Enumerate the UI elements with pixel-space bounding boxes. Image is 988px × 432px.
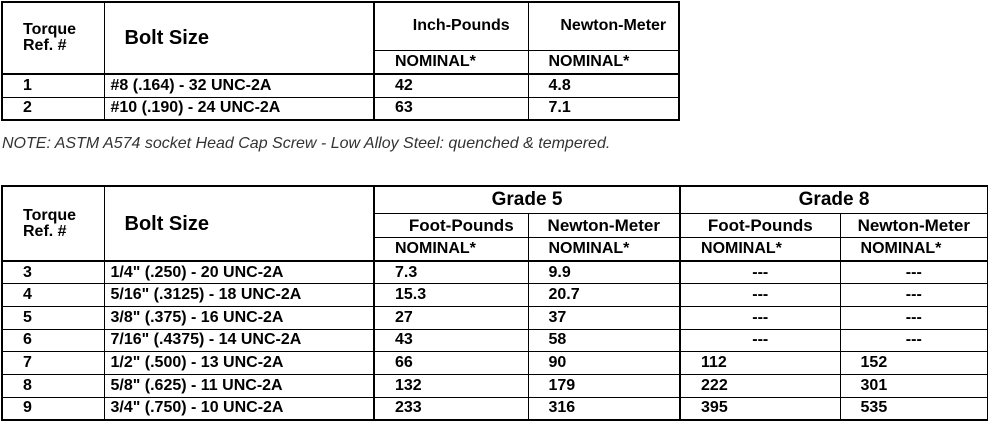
ref-cell: 1: [1, 73, 105, 98]
bolt-cell: 1/4" (.250) - 20 UNC-2A: [103, 260, 375, 285]
value-cell: 132: [373, 373, 529, 398]
data-row: 1 #8 (.164) - 32 UNC-2A 42 4.8: [1, 73, 680, 98]
value-cell: 15.3: [373, 283, 529, 307]
ref-cell: 9: [1, 396, 105, 421]
data-row: 5 3/8" (.375) - 16 UNC-2A 27 37 --- ---: [1, 305, 988, 330]
value-cell: 179: [527, 373, 681, 398]
value-cell: ---: [679, 305, 841, 330]
nominal-header: NOMINAL*: [373, 49, 529, 75]
value-cell: ---: [839, 283, 988, 307]
value-cell: 152: [839, 351, 988, 375]
column-header: Newton-Meter: [527, 1, 680, 51]
header-row: NOMINAL* NOMINAL* NOMINAL* NOMINAL*: [2, 236, 988, 262]
nominal-header: NOMINAL*: [679, 236, 841, 262]
bolt-cell: 1/2" (.500) - 13 UNC-2A: [103, 351, 375, 375]
value-cell: 7.3: [373, 260, 529, 285]
column-header: Newton-Meter: [527, 212, 681, 238]
bolt-cell: 7/16" (.4375) - 14 UNC-2A: [103, 328, 375, 353]
value-cell: 301: [839, 373, 988, 398]
ref-header: Torque Ref. #: [1, 185, 105, 262]
value-cell: ---: [839, 305, 988, 330]
ref-cell: 6: [1, 328, 105, 353]
value-cell: 42: [373, 73, 529, 98]
data-row: 4 5/16" (.3125) - 18 UNC-2A 15.3 20.7 --- ---: [1, 283, 988, 307]
column-header: Inch-Pounds: [373, 1, 529, 51]
nominal-header: NOMINAL*: [527, 49, 680, 75]
header-row: Foot-Pounds Newton-Meter Foot-Pounds Newton…: [2, 212, 988, 238]
value-cell: 43: [373, 328, 529, 353]
bolt-cell: 5/8" (.625) - 11 UNC-2A: [103, 373, 375, 398]
torque-table-grade: Torque Ref. # Bolt Size Grade 5 Grade 8 Foot…: [1, 185, 988, 421]
grade-header: Grade 5: [372, 185, 682, 214]
value-cell: 535: [839, 396, 988, 421]
column-header: Newton-Meter: [839, 212, 988, 238]
header-row: Torque Ref. # Bolt Size Inch-Pounds Newton-…: [1, 1, 680, 75]
torque-table-inch: Torque Ref. # Bolt Size Inch-Pounds Newton-…: [1, 1, 680, 121]
bolt-cell: 3/8" (.375) - 16 UNC-2A: [103, 305, 375, 330]
grade-header: Grade 8: [679, 185, 988, 214]
value-cell: 37: [527, 305, 681, 330]
ref-cell: 4: [1, 283, 105, 307]
bolt-cell: 5/16" (.3125) - 18 UNC-2A: [103, 283, 375, 307]
value-cell: 20.7: [527, 283, 681, 307]
value-cell: 90: [527, 351, 681, 375]
bolt-header: Bolt Size: [103, 1, 375, 75]
ref-cell: 3: [1, 260, 105, 285]
value-cell: ---: [679, 283, 841, 307]
value-cell: 66: [373, 351, 529, 375]
value-cell: 63: [373, 96, 529, 121]
ref-cell: 2: [1, 96, 105, 121]
header-row: NOMINAL* NOMINAL*: [2, 49, 680, 75]
value-cell: ---: [839, 328, 988, 353]
header-row: Torque Ref. # Bolt Size Grade 5 Grade 8: [1, 185, 988, 262]
value-cell: 4.8: [527, 73, 680, 98]
data-row: 8 5/8" (.625) - 11 UNC-2A 132 179 222 301: [1, 373, 988, 398]
ref-header: Torque Ref. #: [1, 1, 105, 75]
bolt-header: Bolt Size: [103, 185, 375, 262]
bolt-cell: #10 (.190) - 24 UNC-2A: [103, 96, 375, 121]
bolt-cell: #8 (.164) - 32 UNC-2A: [103, 73, 375, 98]
value-cell: ---: [679, 328, 841, 353]
nominal-header: NOMINAL*: [373, 236, 529, 262]
column-header: Foot-Pounds: [679, 212, 841, 238]
data-row: 9 3/4" (.750) - 10 UNC-2A 233 316 395 535: [1, 396, 988, 421]
ref-cell: 8: [1, 373, 105, 398]
column-header: Foot-Pounds: [373, 212, 529, 238]
ref-cell: 7: [1, 351, 105, 375]
note: NOTE: ASTM A574 socket Head Cap Screw - …: [2, 135, 611, 152]
value-cell: ---: [839, 260, 988, 285]
bolt-cell: 3/4" (.750) - 10 UNC-2A: [103, 396, 375, 421]
value-cell: 9.9: [527, 260, 681, 285]
data-row: 2 #10 (.190) - 24 UNC-2A 63 7.1: [1, 96, 680, 121]
value-cell: 112: [679, 351, 841, 375]
nominal-header: NOMINAL*: [527, 236, 681, 262]
value-cell: ---: [679, 260, 841, 285]
nominal-header: NOMINAL*: [839, 236, 988, 262]
data-row: 3 1/4" (.250) - 20 UNC-2A 7.3 9.9 --- ---: [1, 260, 988, 285]
value-cell: 58: [527, 328, 681, 353]
value-cell: 27: [373, 305, 529, 330]
data-row: 7 1/2" (.500) - 13 UNC-2A 66 90 112 152: [1, 351, 988, 375]
value-cell: 395: [679, 396, 841, 421]
data-row: 6 7/16" (.4375) - 14 UNC-2A 43 58 --- ---: [1, 328, 988, 353]
value-cell: 316: [527, 396, 681, 421]
ref-cell: 5: [1, 305, 105, 330]
value-cell: 7.1: [527, 96, 680, 121]
value-cell: 233: [373, 396, 529, 421]
value-cell: 222: [679, 373, 841, 398]
